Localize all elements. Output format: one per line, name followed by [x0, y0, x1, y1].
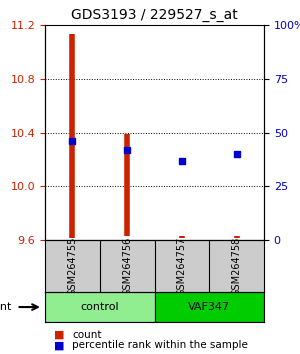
- Text: percentile rank within the sample: percentile rank within the sample: [72, 340, 248, 350]
- Text: VAF347: VAF347: [188, 302, 230, 312]
- Text: count: count: [72, 330, 101, 339]
- Title: GDS3193 / 229527_s_at: GDS3193 / 229527_s_at: [71, 8, 238, 22]
- FancyBboxPatch shape: [154, 292, 264, 322]
- Text: control: control: [80, 302, 119, 312]
- FancyBboxPatch shape: [45, 292, 154, 322]
- Text: ■: ■: [54, 340, 64, 350]
- Text: GSM264756: GSM264756: [122, 236, 132, 296]
- Text: GSM264757: GSM264757: [177, 236, 187, 296]
- Text: agent: agent: [0, 302, 12, 312]
- Text: ■: ■: [54, 330, 64, 339]
- Text: GSM264758: GSM264758: [232, 236, 242, 296]
- Text: GSM264755: GSM264755: [68, 236, 77, 296]
